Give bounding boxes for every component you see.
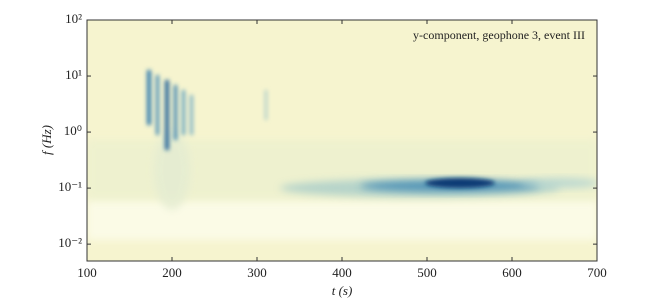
x-tick-label: 400 [332,265,352,280]
energy-core [425,178,495,188]
y-tick-label: 10¹ [65,67,82,82]
x-tick-label: 600 [502,265,522,280]
x-tick-label: 100 [77,265,97,280]
y-tick-label: 10⁻¹ [58,179,82,194]
annotation: y-component, geophone 3, event III [413,28,585,42]
x-tick-label: 500 [417,265,437,280]
streaks [147,70,267,150]
x-axis-label: t (s) [332,283,353,298]
pale-band [87,200,597,240]
y-tick-label: 10² [65,11,82,26]
y-tick-label: 10⁻² [58,235,82,250]
energy-blob [520,178,597,188]
x-tick-label: 700 [587,265,607,280]
x-tick-label: 300 [247,265,267,280]
x-tick-label: 200 [162,265,182,280]
y-tick-label: 10⁰ [64,123,82,138]
pale-plume [154,130,190,210]
y-axis-label: f (Hz) [39,125,54,155]
spectrogram-field [87,70,597,240]
